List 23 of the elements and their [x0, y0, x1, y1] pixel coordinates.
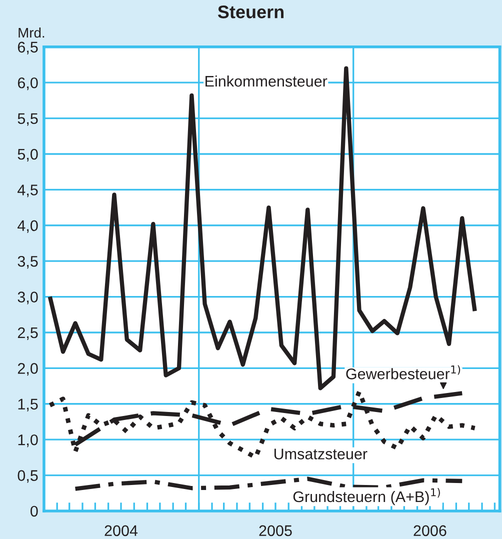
y-tick-label: 4,5 [18, 184, 38, 198]
series-label: Einkommensteuer [206, 75, 328, 87]
y-tick-label: 5,5 [18, 113, 38, 126]
series-label: Gewerbesteuer$^{1)}$ [346, 365, 460, 380]
y-tick-label: 1,5 [18, 398, 38, 412]
x-tick-label: 2006 [414, 525, 446, 536]
y-tick-label: 6,5 [18, 42, 38, 54]
chart-title: Steuern [218, 6, 284, 18]
y-tick-label: 5,0 [18, 148, 38, 162]
y-axis-title: Mrd. [18, 27, 44, 38]
y-tick-label: 2,5 [18, 327, 38, 340]
y-tick-label: 4,0 [18, 220, 38, 233]
x-tick-label: 2005 [259, 525, 292, 536]
y-tick-label: 3,5 [18, 256, 38, 269]
y-tick-label: 3,0 [18, 292, 38, 304]
y-tick-label: 0,5 [18, 470, 38, 483]
y-tick-label: 6,0 [18, 77, 38, 90]
y-tick-label: 2,0 [18, 363, 38, 376]
y-tick-label: 1,0 [18, 434, 38, 448]
y-tick-label: 0 [30, 506, 38, 517]
series-label: Umsatzsteuer [274, 448, 368, 460]
series-label: Grundsteuern (A+B)$^{1)}$ [293, 488, 440, 506]
x-tick-label: 2004 [104, 525, 138, 536]
